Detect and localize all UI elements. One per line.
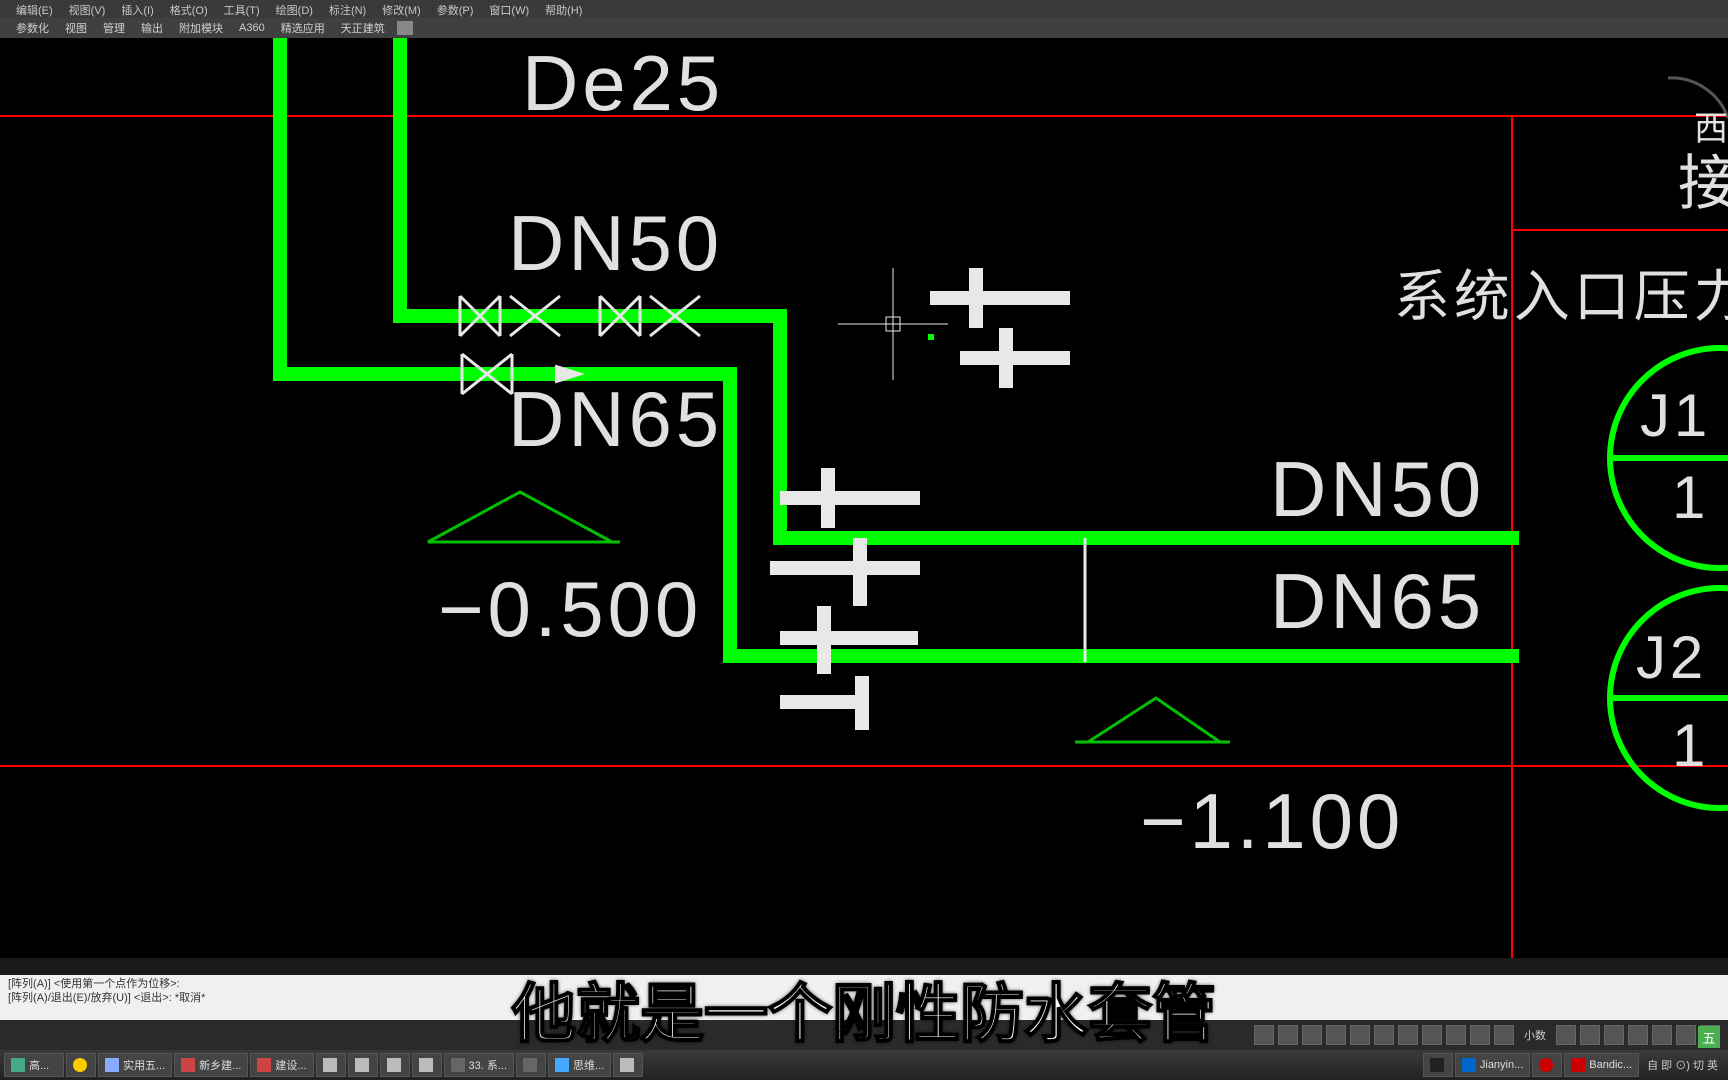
tab-param[interactable]: 参数化 (8, 18, 57, 38)
status-misc-5[interactable] (1652, 1025, 1672, 1045)
label-dn50-1: DN50 (508, 199, 723, 287)
label-level1: −0.500 (438, 565, 702, 653)
label-side3: 系统入口压力 (1394, 265, 1728, 328)
tray-text[interactable]: 自 即 ⊙) 切 英 (1641, 1057, 1724, 1073)
taskbar-item-11[interactable]: 思维... (548, 1053, 611, 1077)
tab-output[interactable]: 输出 (133, 18, 171, 38)
taskbar-right-2[interactable] (1532, 1053, 1562, 1077)
status-misc-2[interactable] (1580, 1025, 1600, 1045)
home-icon[interactable] (397, 21, 413, 35)
dyn-icon[interactable] (1398, 1025, 1418, 1045)
menu-draw[interactable]: 绘图(D) (268, 0, 321, 18)
qp-icon[interactable] (1470, 1025, 1490, 1045)
sleeve-floating (930, 268, 1070, 388)
transp-icon[interactable] (1446, 1025, 1466, 1045)
taskbar-item-0[interactable]: 高... (4, 1053, 64, 1077)
menu-edit[interactable]: 编辑(E) (8, 0, 61, 18)
taskbar-item-4[interactable]: 建设... (250, 1053, 313, 1077)
label-dn65-1: DN65 (508, 375, 723, 463)
tab-tangent[interactable]: 天正建筑 (333, 18, 393, 38)
taskbar-right: Jianyin... Bandic... 自 即 ⊙) 切 英 (1423, 1053, 1724, 1077)
status-misc-6[interactable] (1676, 1025, 1696, 1045)
label-j2-bot: 1 (1672, 712, 1709, 779)
menubar: 编辑(E) 视图(V) 插入(I) 格式(O) 工具(T) 绘图(D) 标注(N… (0, 0, 1728, 18)
status-misc-1[interactable] (1556, 1025, 1576, 1045)
tab-view[interactable]: 视图 (57, 18, 95, 38)
label-level2: −1.100 (1140, 777, 1404, 865)
label-j1-bot: 1 (1672, 464, 1709, 531)
taskbar-item-6[interactable] (348, 1053, 378, 1077)
snap-icon[interactable] (1278, 1025, 1298, 1045)
sleeve-dn50 (780, 468, 920, 528)
grid-icon[interactable] (1254, 1025, 1274, 1045)
menu-dim[interactable]: 标注(N) (321, 0, 374, 18)
label-j1-top: J1 (1640, 382, 1711, 449)
menu-window[interactable]: 窗口(W) (481, 0, 537, 18)
label-dn65-2: DN65 (1270, 557, 1485, 645)
taskbar-item-10[interactable] (516, 1053, 546, 1077)
sleeve-dn65-upper (770, 538, 920, 730)
polar-icon[interactable] (1326, 1025, 1346, 1045)
label-side2: 接 (1678, 150, 1728, 217)
label-dn50-2: DN50 (1270, 445, 1485, 533)
taskbar-item-5[interactable] (316, 1053, 346, 1077)
taskbar-right-3[interactable]: Bandic... (1564, 1053, 1639, 1077)
taskbar-item-1[interactable] (66, 1053, 96, 1077)
otrack-icon[interactable] (1374, 1025, 1394, 1045)
drawing-svg: De25 DN50 DN65 DN50 DN65 −0.500 −1.100 西… (0, 38, 1728, 958)
ortho-icon[interactable] (1302, 1025, 1322, 1045)
ribbon-tabs: 参数化 视图 管理 输出 附加模块 A360 精选应用 天正建筑 (0, 18, 1728, 38)
tab-featured[interactable]: 精选应用 (273, 18, 333, 38)
taskbar-item-7[interactable] (380, 1053, 410, 1077)
label-de25: De25 (522, 39, 724, 127)
subtitle-overlay: 他就是一个刚性防水套管 (512, 963, 1216, 1055)
units-label[interactable]: 小数 (1518, 1027, 1552, 1043)
ime-indicator[interactable]: 五 (1698, 1026, 1720, 1048)
drawing-canvas[interactable]: De25 DN50 DN65 DN50 DN65 −0.500 −1.100 西… (0, 38, 1728, 958)
tab-addons[interactable]: 附加模块 (171, 18, 231, 38)
lwt-icon[interactable] (1422, 1025, 1442, 1045)
menu-insert[interactable]: 插入(I) (113, 0, 161, 18)
taskbar-item-2[interactable]: 实用五... (98, 1053, 172, 1077)
status-misc-4[interactable] (1628, 1025, 1648, 1045)
taskbar-right-0[interactable] (1423, 1053, 1453, 1077)
tab-manage[interactable]: 管理 (95, 18, 133, 38)
status-misc-3[interactable] (1604, 1025, 1624, 1045)
menu-format[interactable]: 格式(O) (162, 0, 216, 18)
menu-tools[interactable]: 工具(T) (216, 0, 268, 18)
osnap-icon[interactable] (1350, 1025, 1370, 1045)
menu-modify[interactable]: 修改(M) (374, 0, 429, 18)
sc-icon[interactable] (1494, 1025, 1514, 1045)
taskbar-item-12[interactable] (613, 1053, 643, 1077)
menu-view[interactable]: 视图(V) (61, 0, 114, 18)
tab-a360[interactable]: A360 (231, 20, 273, 36)
cursor-crosshair (838, 268, 948, 380)
menu-help[interactable]: 帮助(H) (537, 0, 590, 18)
label-j2-top: J2 (1636, 624, 1707, 691)
menu-param[interactable]: 参数(P) (429, 0, 482, 18)
taskbar-right-1[interactable]: Jianyin... (1455, 1053, 1530, 1077)
taskbar-item-8[interactable] (412, 1053, 442, 1077)
taskbar-item-3[interactable]: 新乡建... (174, 1053, 248, 1077)
taskbar-item-9[interactable]: 33. 系... (444, 1053, 515, 1077)
label-side1: 西 (1694, 110, 1728, 148)
